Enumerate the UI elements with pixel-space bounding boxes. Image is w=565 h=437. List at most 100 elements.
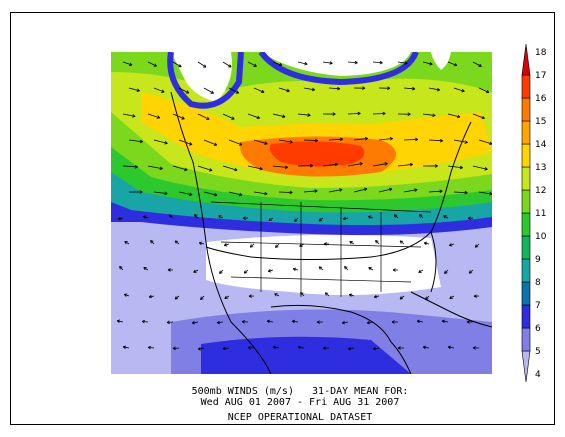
wind-vector (417, 320, 424, 323)
wind-vector (472, 165, 488, 170)
wind-vector (128, 87, 140, 92)
wind-vector-head (439, 189, 443, 192)
wind-vector-head (218, 215, 221, 219)
wind-vector (153, 139, 168, 144)
wind-vector (422, 61, 433, 65)
wind-vector-head (167, 269, 171, 272)
wind-vector (253, 191, 268, 195)
wind-vector-head (357, 113, 361, 116)
wind-vector (453, 191, 468, 194)
wind-vector-head (314, 190, 318, 193)
wind-vector-head (141, 321, 145, 324)
wind-vector-head (344, 266, 346, 270)
wind-vector-head (289, 141, 293, 144)
wind-vector-head (184, 169, 188, 172)
wind-vector-head (416, 319, 421, 322)
wind-vector-head (209, 170, 213, 172)
wind-vector-head (459, 167, 463, 170)
wind-vector-head (293, 267, 297, 270)
wind-vector (423, 346, 430, 349)
wind-vector-head (189, 194, 193, 197)
colorbar-tick-label: 8 (535, 278, 541, 288)
wind-vector-head (264, 141, 268, 145)
wind-vector-head (441, 320, 445, 324)
wind-vector-head (289, 192, 293, 195)
wind-vector-head (391, 320, 395, 323)
colorbar-tick-label: 11 (535, 209, 546, 219)
wind-vector-head (323, 243, 327, 246)
wind-vector-head (419, 214, 423, 216)
wind-vector-head (472, 346, 476, 349)
wind-vector-head (216, 322, 220, 325)
wind-vector-head (139, 141, 143, 144)
wind-vector-head (279, 62, 283, 66)
wind-vector-head (186, 90, 190, 94)
wind-vector-head (219, 270, 221, 274)
wind-vector-head (291, 320, 295, 324)
wind-vector-head (337, 86, 341, 90)
wind-vector-head (400, 298, 404, 300)
wind-vector-head (329, 62, 333, 65)
wind-vector (422, 113, 436, 116)
wind-vector-head (287, 88, 290, 92)
wind-vector-head (223, 243, 227, 246)
wind-vector-head (347, 348, 352, 351)
wind-vector-head (139, 190, 143, 193)
wind-vector-head (399, 240, 402, 244)
wind-vector-head (299, 243, 302, 247)
wind-vector (478, 191, 492, 195)
wind-vector (117, 320, 124, 323)
colorbar-cell (521, 44, 531, 76)
colorbar-tick-label: 14 (535, 140, 547, 150)
wind-vector-head (469, 272, 473, 274)
band-low-white (206, 234, 441, 296)
wind-vector-head (179, 64, 182, 68)
wind-vector-head (311, 89, 315, 92)
wind-vector-head (425, 296, 427, 300)
wind-vector-head (242, 217, 246, 220)
wind-vector-head (474, 244, 477, 248)
wind-vector (353, 138, 368, 141)
wind-vector-head (316, 320, 320, 323)
wind-vector-head (334, 162, 338, 165)
wind-vector-head (447, 346, 451, 350)
wind-vector-head (347, 346, 351, 350)
wind-vector-head (389, 136, 393, 139)
wind-vector-head (366, 320, 370, 324)
wind-vector-head (457, 114, 461, 118)
wind-vector-head (332, 112, 336, 115)
wind-vector-head (234, 167, 238, 171)
wind-vector-head (439, 140, 443, 143)
wind-vector (472, 113, 485, 119)
wind-vector-head (268, 217, 271, 221)
wind-vector-head (139, 191, 143, 194)
wind-vector (123, 346, 130, 349)
wind-vector-head (156, 117, 160, 119)
wind-vector (247, 165, 263, 170)
color-scale-bar: 4 5 6 7 8 9 10 11 12 13 14 15 16 17 18 (521, 44, 547, 383)
wind-vector-head (354, 62, 358, 65)
wind-vector-head (150, 240, 154, 242)
wind-vector-head (174, 240, 177, 244)
wind-vector (322, 61, 333, 64)
wind-vector-head (332, 113, 336, 116)
wind-vector-head (440, 138, 443, 142)
wind-vector (198, 347, 205, 350)
low-patch-center (261, 52, 411, 76)
wind-vector-head (244, 272, 248, 274)
wind-vector-head (422, 345, 427, 348)
wind-vector (272, 165, 288, 168)
wind-vector-head (166, 322, 170, 325)
wind-vector (172, 61, 182, 68)
wind-vector-head (261, 89, 265, 93)
wind-vector (178, 191, 193, 196)
wind-vector (298, 346, 305, 349)
low-patch-west (171, 52, 232, 102)
wind-vector-head (297, 345, 302, 348)
wind-vector-head (119, 266, 123, 268)
wind-vector-head (400, 240, 404, 242)
wind-vector-head (134, 166, 138, 169)
wind-vector-head (285, 165, 288, 168)
wind-vector-head (344, 266, 348, 268)
wind-vector-head (159, 168, 163, 171)
